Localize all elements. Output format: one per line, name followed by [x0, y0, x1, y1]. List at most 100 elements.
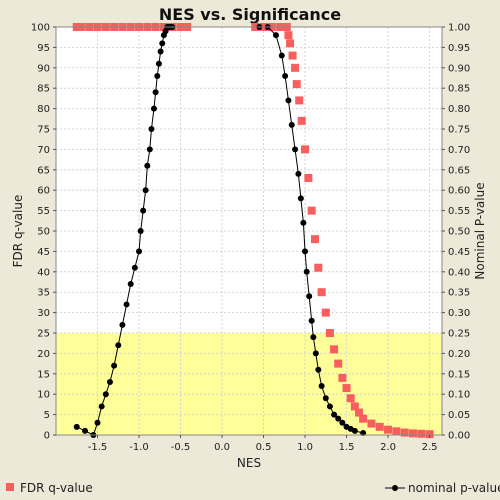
pvalue-point: [127, 281, 134, 288]
pvalue-point: [326, 403, 333, 410]
pvalue-point: [98, 403, 105, 410]
fdr-point: [295, 96, 304, 105]
y-left-tick-label: 100: [31, 23, 50, 34]
x-tick-label: 0.5: [256, 442, 272, 453]
pvalue-point: [94, 419, 101, 426]
y-left-tick-label: 10: [37, 390, 50, 401]
y-right-tick-label: 0.55: [448, 206, 470, 217]
y-right-tick-label: 0.65: [448, 165, 470, 176]
fdr-point: [330, 345, 339, 354]
fdr-point: [292, 80, 301, 89]
pvalue-point: [335, 415, 342, 422]
fdr-point: [359, 414, 368, 423]
fdr-point: [284, 31, 293, 40]
pvalue-point: [351, 427, 358, 434]
significance-band: [56, 333, 442, 435]
fdr-point: [354, 408, 363, 417]
fdr-point: [288, 51, 297, 60]
fdr-point: [304, 173, 313, 182]
y-left-tick-label: 75: [37, 125, 50, 136]
fdr-point: [334, 359, 343, 368]
y-left-tick-label: 20: [37, 349, 50, 360]
pvalue-point: [308, 317, 315, 324]
grid-layer: [56, 26, 442, 436]
y-right-tick-label: 0.45: [448, 247, 470, 258]
pvalue-point: [157, 48, 164, 55]
pvalue-point: [306, 293, 313, 300]
y-left-tick-label: 90: [37, 63, 50, 74]
x-tick-label: 0.0: [214, 442, 230, 453]
highlight-band-layer: [56, 333, 442, 435]
pvalue-point: [146, 146, 153, 153]
y-left-tick-label: 5: [44, 410, 50, 421]
pvalue-point: [115, 342, 122, 349]
y-left-tick-label: 70: [37, 145, 50, 156]
fdr-point: [342, 384, 351, 393]
y-right-tick-label: 0.10: [448, 390, 470, 401]
pvalue-point: [339, 419, 346, 426]
y-left-tick-label: 60: [37, 186, 50, 197]
x-tick-label: 1.5: [339, 442, 355, 453]
pvalue-point: [278, 52, 285, 59]
y-right-tick-label: 0.30: [448, 308, 470, 319]
pvalue-point: [282, 72, 289, 79]
y-left-tick-label: 45: [37, 247, 50, 258]
fdr-point: [375, 422, 384, 431]
fdr-point: [384, 425, 393, 434]
y-right-tick-label: 0.80: [448, 104, 470, 115]
fdr-point: [417, 429, 426, 438]
pvalue-point: [148, 126, 155, 132]
pvalue-point: [140, 207, 147, 214]
pvalue-point: [315, 366, 322, 373]
fdr-point: [291, 63, 300, 72]
legend-fdr-marker: [6, 483, 14, 491]
pvalue-point: [119, 321, 126, 328]
y-left-tick-label: 40: [37, 267, 50, 278]
x-axis-title: NES: [237, 456, 261, 470]
pvalue-point: [312, 350, 319, 357]
y-right-tick-label: 0.70: [448, 145, 470, 156]
pvalue-point: [285, 97, 292, 104]
y-right-tick-label: 0.50: [448, 227, 470, 238]
y-right-tick-label: 0.05: [448, 410, 470, 421]
pvalue-point: [150, 105, 157, 112]
pvalue-point: [310, 334, 317, 341]
legend-pvalue-label: nominal p-value: [408, 481, 500, 495]
y-right-tick-label: 0.40: [448, 267, 470, 278]
fdr-point: [346, 394, 355, 403]
y-right-tick-label: 0.95: [448, 43, 470, 54]
pvalue-point: [288, 121, 295, 128]
y-axis-right-title: Nominal P-value: [473, 182, 487, 279]
y-right-tick-label: 0.85: [448, 84, 470, 95]
pvalue-point: [123, 301, 130, 308]
pvalue-point: [155, 60, 162, 67]
legend: FDR q-value nominal p-value: [6, 481, 500, 495]
pvalue-point: [303, 268, 310, 275]
y-left-tick-label: 30: [37, 308, 50, 319]
pvalue-point: [142, 187, 149, 194]
fdr-point: [367, 419, 376, 428]
fdr-point: [314, 263, 323, 272]
fdr-point: [350, 402, 359, 411]
y-right-tick-label: 0.90: [448, 63, 470, 74]
y-left-tick-label: 55: [37, 206, 50, 217]
y-right-tick-label: 0.00: [448, 431, 470, 442]
pvalue-point: [73, 423, 80, 430]
fdr-point: [338, 373, 347, 382]
pvalue-point: [152, 89, 159, 96]
pvalue-point: [137, 228, 144, 234]
y-right-tick-label: 0.35: [448, 288, 470, 299]
y-left-tick-label: 35: [37, 288, 50, 299]
fdr-point: [321, 308, 330, 317]
pvalue-point: [154, 72, 161, 79]
y-right-tick-label: 0.15: [448, 369, 470, 380]
fdr-point: [325, 329, 334, 337]
fdr-point: [400, 428, 409, 437]
pvalue-point: [144, 162, 151, 169]
pvalue-point: [300, 219, 307, 226]
y-axis-left-title: FDR q-value: [11, 195, 25, 268]
y-right-tick-label: 1.00: [448, 23, 470, 34]
y-left-tick-label: 25: [37, 329, 50, 340]
x-axis: -1.5 -1.0 -0.5 0.0 0.5 1.0 1.5 2.0 2.5: [88, 435, 438, 453]
